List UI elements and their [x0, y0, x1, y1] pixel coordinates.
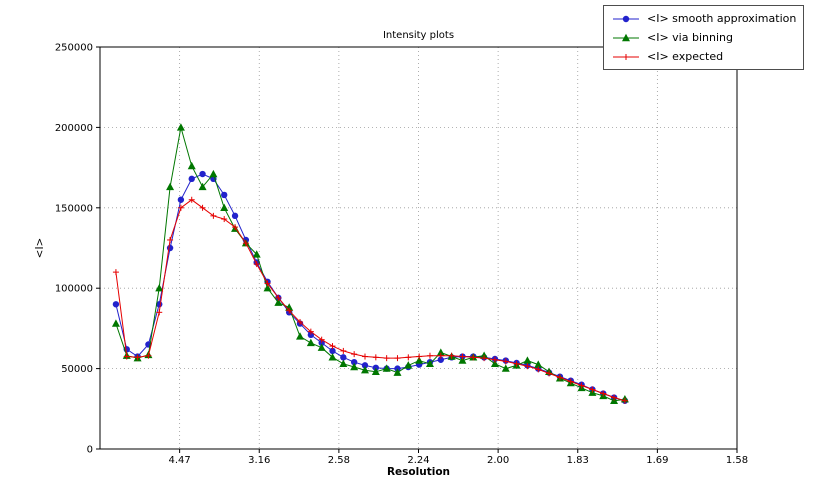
triangle-marker-icon: [371, 367, 380, 376]
chart-title: Intensity plots: [382, 30, 455, 41]
series-line-2: [115, 199, 626, 402]
y-tick-label: 250000: [55, 43, 93, 54]
x-tick-label: 1.58: [726, 455, 748, 466]
triangle-marker-icon: [622, 33, 630, 41]
legend-circle-marker-icon: [613, 15, 639, 22]
triangle-marker-icon: [155, 284, 164, 292]
triangle-marker-icon: [382, 364, 391, 372]
circle-marker-icon: [340, 354, 347, 361]
triangle-marker-icon: [187, 161, 196, 170]
plot-border: [99, 46, 738, 450]
triangle-marker-icon: [252, 250, 261, 258]
circle-marker-icon: [318, 339, 325, 347]
circle-marker-icon: [622, 15, 630, 22]
triangle-marker-icon: [436, 348, 445, 356]
circle-marker-icon: [350, 358, 358, 366]
triangle-marker-icon: [274, 298, 283, 306]
circle-marker-icon: [166, 244, 174, 252]
legend-item-label: <I> expected: [647, 50, 724, 63]
circle-marker-icon: [177, 196, 185, 203]
circle-marker-icon: [329, 347, 336, 355]
triangle-marker-icon: [350, 362, 359, 371]
triangle-marker-icon: [111, 319, 120, 327]
triangle-marker-icon: [263, 284, 272, 292]
triangle-marker-icon: [328, 353, 337, 361]
x-tick-label: 4.47: [168, 455, 190, 466]
triangle-marker-icon: [306, 338, 315, 347]
triangle-marker-icon: [166, 182, 175, 191]
triangle-marker-icon: [317, 343, 326, 351]
triangle-marker-icon: [360, 366, 369, 374]
triangle-marker-icon: [209, 169, 218, 178]
x-tick-label: 2.24: [407, 455, 429, 466]
x-axis-label: Resolution: [386, 466, 451, 478]
triangle-marker-icon: [523, 356, 532, 364]
triangle-marker-icon: [534, 360, 543, 368]
circle-marker-icon: [361, 362, 369, 369]
legend-plus-marker-icon: [613, 53, 639, 60]
legend-item-label: <I> smooth approximation: [647, 12, 797, 25]
legend-item-label: <I> via binning: [647, 31, 733, 44]
triangle-marker-icon: [176, 123, 185, 131]
triangle-marker-icon: [339, 359, 348, 367]
y-tick-label: 0: [87, 445, 93, 456]
legend-item: <I> smooth approximation: [611, 9, 796, 28]
circle-marker-icon: [221, 191, 228, 199]
triangle-marker-icon: [425, 359, 434, 367]
legend-item: <I> expected: [611, 47, 796, 66]
circle-marker-icon: [112, 301, 120, 308]
legend-item: <I> via binning: [611, 28, 796, 47]
triangle-marker-icon: [501, 364, 510, 372]
circle-marker-icon: [231, 212, 239, 220]
y-tick-label: 100000: [55, 284, 93, 295]
x-tick-label: 1.83: [567, 455, 589, 466]
triangle-marker-icon: [296, 332, 305, 340]
legend: <I> smooth approximation <I> via binning <…: [603, 5, 805, 70]
triangle-marker-icon: [415, 356, 424, 364]
circle-marker-icon: [199, 170, 206, 178]
y-tick-label: 200000: [55, 123, 93, 134]
triangle-marker-icon: [458, 356, 467, 364]
triangle-marker-icon: [198, 182, 207, 191]
y-tick-label: 150000: [55, 203, 93, 214]
triangle-marker-icon: [220, 203, 229, 211]
legend-triangle-marker-icon: [613, 33, 639, 41]
circle-marker-icon: [188, 175, 195, 183]
circle-marker-icon: [437, 356, 444, 363]
triangle-marker-icon: [393, 368, 402, 376]
x-tick-label: 3.16: [248, 455, 270, 466]
x-tick-label: 2.58: [328, 455, 350, 466]
triangle-marker-icon: [404, 361, 413, 369]
y-tick-label: 50000: [61, 364, 93, 375]
triangle-marker-icon: [490, 359, 499, 367]
x-tick-label: 2.00: [487, 455, 509, 466]
x-tick-label: 1.69: [646, 455, 668, 466]
